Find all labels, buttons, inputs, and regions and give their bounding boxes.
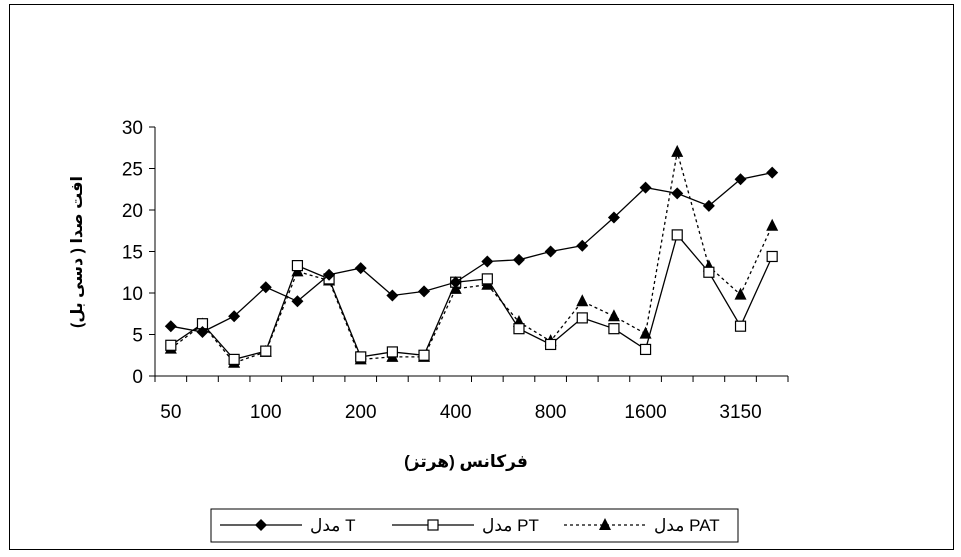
- legend-marker: [255, 519, 267, 531]
- data-point: [323, 268, 336, 281]
- x-tick-label: 800: [535, 402, 567, 423]
- data-point: [418, 349, 430, 361]
- legend-item-2: مدل PT: [392, 516, 539, 535]
- data-point: [196, 326, 209, 339]
- data-point: [165, 339, 177, 351]
- data-point: [545, 338, 557, 351]
- legend-marker: [427, 519, 439, 531]
- series-line: [170, 151, 773, 364]
- data-point: [671, 229, 683, 241]
- x-tick-label: 1600: [624, 402, 666, 423]
- data-point: [260, 345, 272, 357]
- data-point: [228, 310, 241, 323]
- legend-item-1: مدل T: [220, 516, 356, 535]
- legend-label: مدل PAT: [654, 516, 720, 535]
- x-axis-label: فرکانس (هرتز): [404, 452, 528, 472]
- x-tick-label: 50: [160, 402, 181, 423]
- data-point: [766, 218, 779, 231]
- data-point: [576, 239, 589, 252]
- axes: 0 5 10 15 20 25 30 50 100 200 400 800 1600 3150: [122, 118, 789, 423]
- data-point: [481, 255, 494, 268]
- data-point: [386, 289, 399, 302]
- data-point: [544, 245, 557, 258]
- y-tick-label: 25: [122, 160, 143, 181]
- data-point: [671, 187, 684, 200]
- data-point: [608, 323, 620, 335]
- series-layer: [164, 144, 779, 368]
- data-point: [702, 199, 715, 212]
- data-point: [512, 253, 525, 266]
- legend-item-3: مدل PAT: [564, 516, 720, 535]
- legend-label: مدل T: [310, 516, 356, 535]
- data-point: [639, 343, 652, 356]
- legend-label: مدل PT: [482, 516, 539, 535]
- data-point: [607, 211, 620, 224]
- chart-frame: [9, 4, 954, 550]
- data-point: [449, 276, 462, 289]
- data-point: [354, 262, 367, 275]
- data-point: [607, 309, 620, 322]
- data-point: [386, 346, 398, 358]
- series-3: [164, 144, 779, 368]
- data-point: [481, 273, 493, 285]
- y-tick-label: 20: [122, 201, 143, 222]
- data-point: [671, 144, 684, 157]
- data-point: [639, 181, 652, 194]
- data-point: [734, 287, 747, 300]
- series-2: [165, 229, 778, 365]
- data-point: [164, 320, 177, 333]
- data-point: [355, 351, 367, 363]
- x-tick-label: 400: [440, 402, 472, 423]
- data-point: [734, 320, 747, 332]
- data-point: [513, 323, 525, 335]
- data-point: [576, 294, 589, 307]
- legend: مدل T مدل PT مدل PAT: [210, 508, 739, 543]
- y-axis-label: افت صدا ( دسی بل): [69, 176, 86, 328]
- data-point: [703, 266, 715, 278]
- data-point: [291, 260, 304, 272]
- series-line: [170, 172, 773, 333]
- series-line: [170, 233, 773, 361]
- y-tick-label: 5: [132, 326, 143, 347]
- data-point: [418, 285, 431, 298]
- data-point: [228, 353, 240, 365]
- x-tick-label: 100: [250, 402, 282, 423]
- data-point: [291, 295, 304, 308]
- series-1: [164, 166, 779, 339]
- y-tick-label: 0: [132, 367, 143, 388]
- data-point: [766, 166, 779, 179]
- x-tick-label: 200: [345, 402, 377, 423]
- y-tick-label: 30: [122, 118, 143, 139]
- y-tick-label: 15: [122, 243, 143, 264]
- x-tick-label: 3150: [719, 402, 761, 423]
- data-point: [639, 326, 652, 339]
- data-point: [766, 250, 778, 263]
- data-point: [259, 281, 272, 294]
- data-point: [734, 173, 747, 186]
- legend-marker: [599, 518, 611, 530]
- y-tick-label: 10: [122, 284, 143, 305]
- data-point: [576, 312, 588, 324]
